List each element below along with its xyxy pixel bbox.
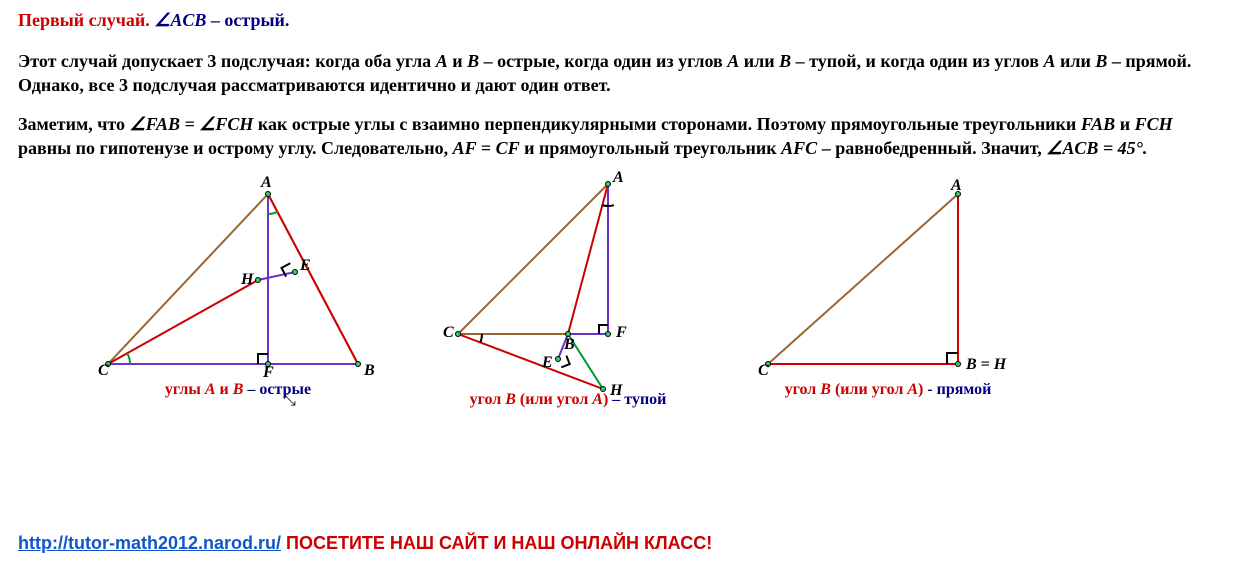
cap3-A: A bbox=[907, 381, 918, 398]
p2-ang1: ∠FAB = ∠FCH bbox=[129, 114, 253, 134]
figure-2-svg bbox=[438, 174, 698, 404]
p2-text: равны по гипотенузе и острому углу. След… bbox=[18, 138, 453, 158]
figure-3-caption: угол B (или угол A) - прямой bbox=[748, 381, 1028, 399]
figure-3: A C B = H угол B (или угол A) - прямой bbox=[748, 174, 1028, 399]
cap1: и bbox=[216, 381, 233, 398]
p1-text: или bbox=[739, 51, 779, 71]
p1-A3: A bbox=[1043, 51, 1055, 71]
pt-B: B bbox=[364, 362, 375, 380]
p1-A: A bbox=[436, 51, 448, 71]
p2-text: и прямоугольный треугольник bbox=[520, 138, 782, 158]
p2-t1: FAB bbox=[1081, 114, 1115, 134]
site-link[interactable]: http://tutor-math2012.narod.ru/ bbox=[18, 533, 281, 553]
pt-H: H bbox=[241, 271, 253, 289]
p2-t2: FCH bbox=[1135, 114, 1173, 134]
figure-1-svg bbox=[88, 174, 388, 394]
p2-eq: AF = CF bbox=[453, 138, 520, 158]
cap2-tail: – тупой bbox=[608, 391, 666, 408]
p2-text: и bbox=[1115, 114, 1134, 134]
cap3-tail: - прямой bbox=[923, 381, 991, 398]
p1-B: B bbox=[467, 51, 479, 71]
figure-1-caption: углы A и B – острые bbox=[88, 381, 388, 399]
pt-A: A bbox=[613, 169, 624, 187]
p2-ang2: ∠ACB = 45°. bbox=[1046, 138, 1147, 158]
pt-F: F bbox=[616, 324, 627, 342]
cap2-B: B bbox=[505, 391, 516, 408]
cap1-B: B bbox=[233, 381, 244, 398]
title-rest: – острый. bbox=[206, 10, 289, 30]
cap2: (или угол bbox=[516, 391, 592, 408]
p1-B3: B bbox=[1095, 51, 1107, 71]
p1-text: Этот случай допускает 3 подслучая: когда… bbox=[18, 51, 436, 71]
figure-1: A B C F E H ⤡ углы A и B – острые bbox=[88, 174, 388, 399]
p1-text: и bbox=[448, 51, 467, 71]
case-title: Первый случай. ∠ACB – острый. bbox=[18, 10, 1230, 31]
p1-B2: B bbox=[779, 51, 791, 71]
cap2: угол bbox=[470, 391, 506, 408]
title-angle: ∠ACB bbox=[154, 10, 206, 30]
cap1-tail: – острые bbox=[243, 381, 311, 398]
p2-t3: AFC bbox=[781, 138, 817, 158]
cap1-A: A bbox=[205, 381, 216, 398]
visit-text: ПОСЕТИТЕ НАШ САЙТ И НАШ ОНЛАЙН КЛАСС! bbox=[281, 533, 712, 553]
pt-C: C bbox=[98, 362, 109, 380]
cap3: угол bbox=[785, 381, 821, 398]
p2-text: – равнобедренный. Значит, bbox=[817, 138, 1046, 158]
cap1: углы bbox=[165, 381, 205, 398]
pt-C: C bbox=[443, 324, 454, 342]
figure-2: A B C F E H угол B (или угол A) – тупой bbox=[438, 174, 698, 409]
pt-E: E bbox=[542, 354, 553, 372]
pt-A: A bbox=[261, 174, 272, 192]
figure-2-caption: угол B (или угол A) – тупой bbox=[438, 391, 698, 409]
pt-B: B bbox=[564, 336, 575, 354]
paragraph-1: Этот случай допускает 3 подслучая: когда… bbox=[18, 49, 1230, 98]
pt-A: A bbox=[951, 177, 962, 195]
page: Первый случай. ∠ACB – острый. Этот случа… bbox=[0, 0, 1248, 564]
p2-text: Заметим, что bbox=[18, 114, 129, 134]
pt-F: F bbox=[263, 364, 274, 382]
p1-A2: A bbox=[727, 51, 739, 71]
p2-text: как острые углы с взаимно перпендикулярн… bbox=[253, 114, 1080, 134]
p1-text: – острые, когда один из углов bbox=[479, 51, 727, 71]
pt-BH: B = H bbox=[966, 356, 1006, 374]
pt-C: C bbox=[758, 362, 769, 380]
p1-text: – тупой, и когда один из углов bbox=[791, 51, 1043, 71]
cap3: (или угол bbox=[831, 381, 907, 398]
p1-text: или bbox=[1055, 51, 1095, 71]
figures-row: A B C F E H ⤡ углы A и B – острые A B C … bbox=[18, 174, 1230, 434]
cap3-B: B bbox=[820, 381, 831, 398]
pt-E: E bbox=[300, 257, 311, 275]
paragraph-2: Заметим, что ∠FAB = ∠FCH как острые углы… bbox=[18, 112, 1230, 161]
footer: http://tutor-math2012.narod.ru/ ПОСЕТИТЕ… bbox=[18, 533, 712, 554]
cap2-A: A bbox=[592, 391, 603, 408]
title-red: Первый случай. bbox=[18, 10, 150, 30]
